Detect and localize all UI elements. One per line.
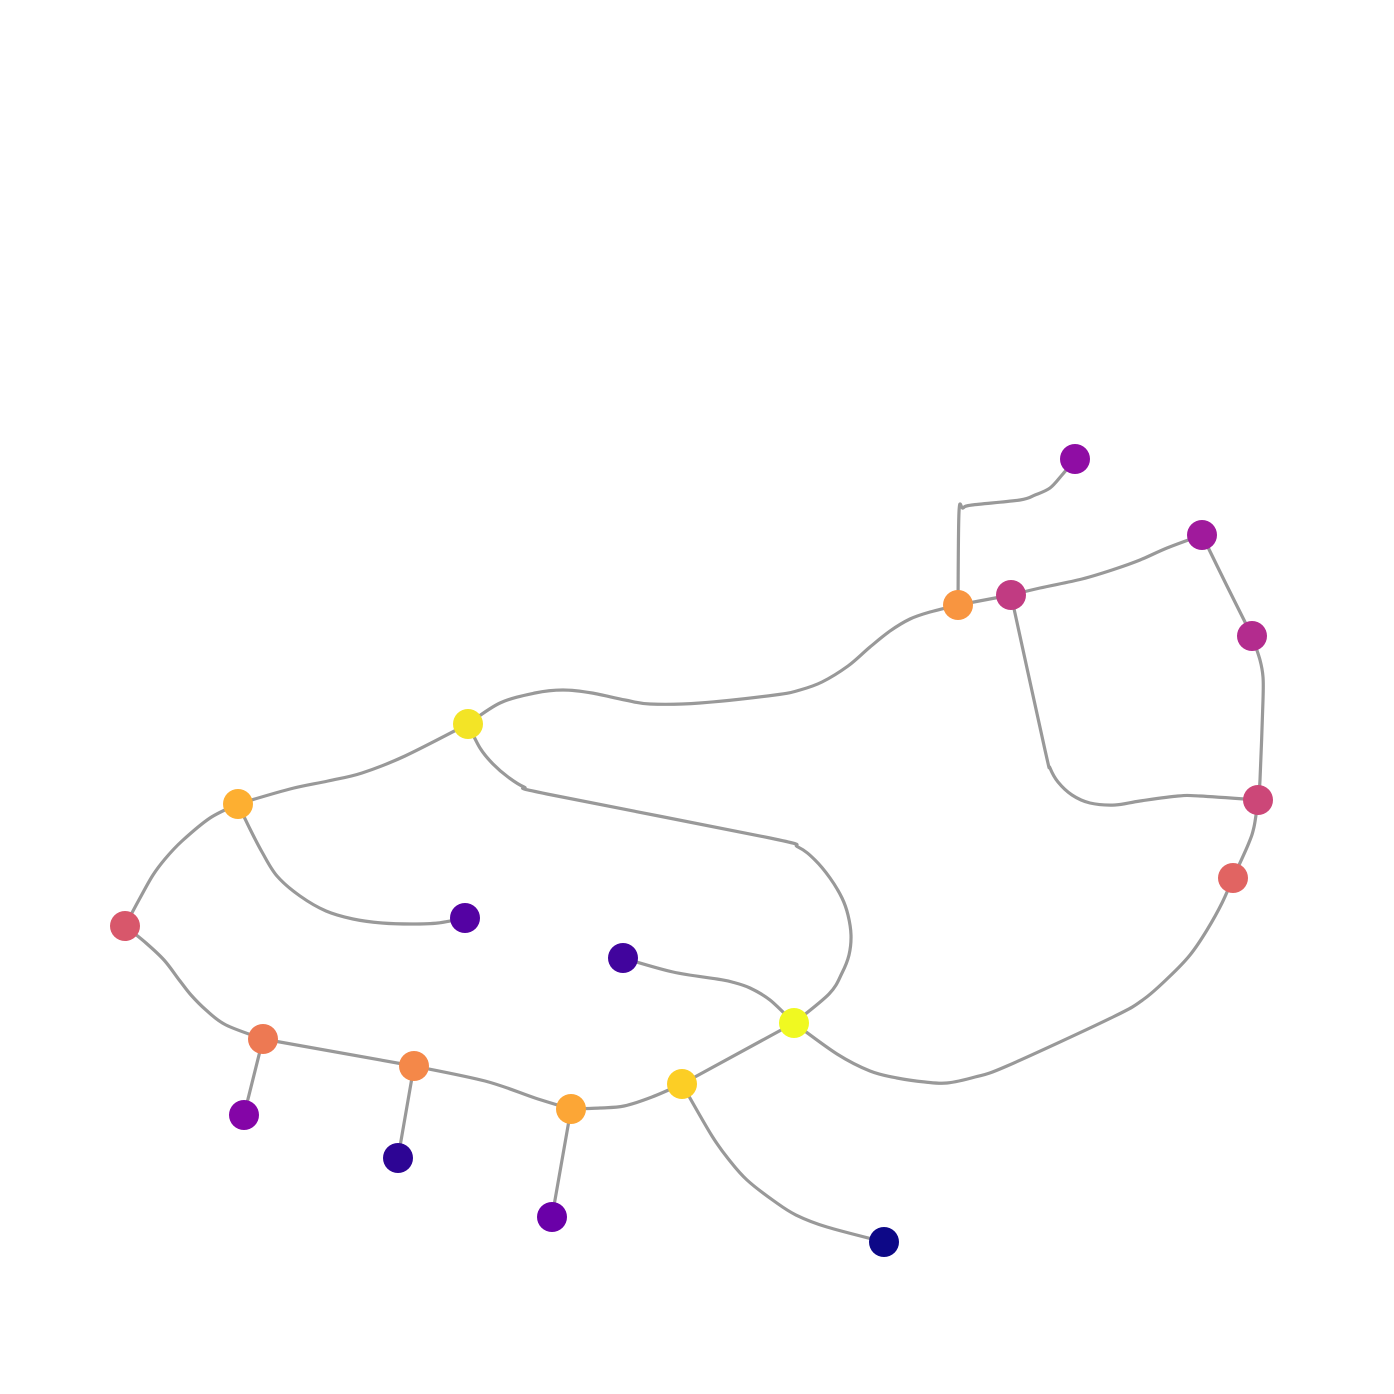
node-n20 xyxy=(537,1202,567,1232)
edge-n10-n14 xyxy=(123,924,265,1041)
node-n6 xyxy=(1243,785,1273,815)
graph-nodes xyxy=(110,444,1273,1257)
edge-n5-n6 xyxy=(1250,634,1265,802)
edge-n8-n13 xyxy=(466,722,853,1025)
edge-n15-n19 xyxy=(396,1064,416,1160)
node-n12 xyxy=(608,943,638,973)
edge-n14-n15 xyxy=(261,1037,416,1068)
node-n14 xyxy=(248,1024,278,1054)
edge-n17-n21 xyxy=(680,1082,886,1244)
edge-n1-n2 xyxy=(956,457,1077,607)
edge-n12-n13 xyxy=(621,956,796,1025)
edge-n2-n8 xyxy=(466,603,960,726)
edge-n16-n20 xyxy=(550,1107,573,1219)
node-n9 xyxy=(223,789,253,819)
edge-n15-n16 xyxy=(412,1064,573,1111)
node-n18 xyxy=(229,1100,259,1130)
node-n7 xyxy=(1218,863,1248,893)
edge-n8-n9 xyxy=(236,722,470,806)
node-n11 xyxy=(450,903,480,933)
node-n13 xyxy=(779,1008,809,1038)
node-n16 xyxy=(556,1094,586,1124)
node-n10 xyxy=(110,911,140,941)
node-n3 xyxy=(996,580,1026,610)
edge-n16-n17 xyxy=(569,1082,684,1111)
edge-n3-n6 xyxy=(1009,593,1260,807)
node-n2 xyxy=(943,590,973,620)
edge-n9-n11 xyxy=(236,802,467,926)
graph-edges xyxy=(123,457,1265,1244)
node-n15 xyxy=(399,1051,429,1081)
node-n1 xyxy=(1060,444,1090,474)
edge-n13-n7 xyxy=(792,876,1235,1085)
edge-n17-n13 xyxy=(680,1021,796,1086)
edge-n9-n10 xyxy=(123,802,240,928)
node-n17 xyxy=(667,1069,697,1099)
node-n4 xyxy=(1187,520,1217,550)
edge-n4-n5 xyxy=(1200,533,1254,638)
edge-n3-n4 xyxy=(1009,533,1204,597)
node-n8 xyxy=(453,709,483,739)
node-n5 xyxy=(1237,621,1267,651)
node-n21 xyxy=(869,1227,899,1257)
node-n19 xyxy=(383,1143,413,1173)
